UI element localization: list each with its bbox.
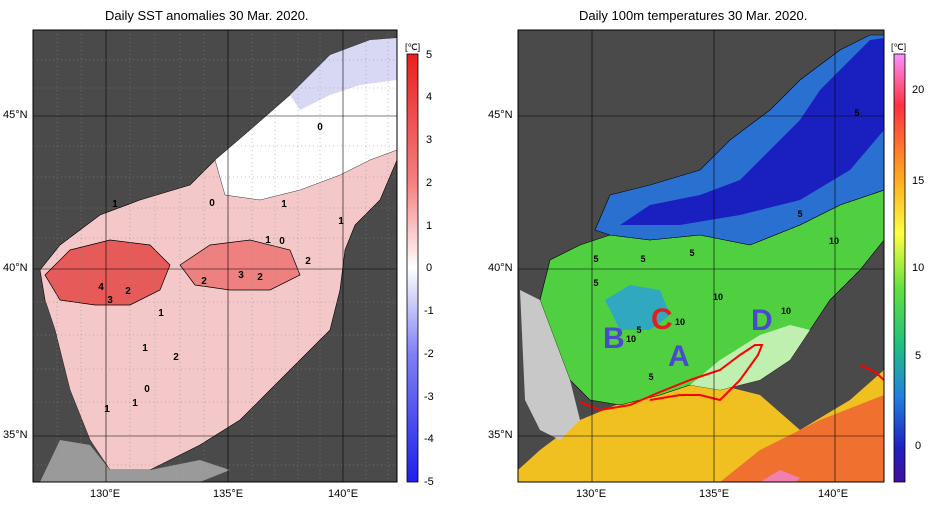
lat-label-35: 35°N [3, 429, 28, 441]
right-cb-tick: 15 [912, 175, 925, 187]
right-contour-label: 5 [648, 372, 653, 382]
right-contour-label: 10 [675, 317, 685, 327]
right-sea-south-pink [760, 470, 800, 482]
left-warm-core-west [44, 239, 171, 306]
lon-label-135: 135°E [213, 488, 244, 500]
lon-label-130: 130°E [90, 488, 121, 500]
right-contour-label: 5 [593, 254, 598, 264]
left-land-korea [33, 300, 110, 470]
left-cb-tick: 3 [426, 134, 433, 146]
kuroshio-front-line [579, 344, 764, 412]
lat-label-45-right: 45°N [488, 109, 513, 121]
left-contour-label: 1 [132, 398, 138, 409]
lat-label-40: 40°N [3, 262, 28, 274]
right-colorbar [893, 53, 906, 483]
right-sea-south-orange [720, 395, 884, 482]
right-pale-coast [520, 290, 580, 440]
right-contour-label: 10 [713, 292, 723, 302]
left-contour-label: 0 [144, 384, 150, 395]
right-contour-label: 5 [636, 325, 641, 335]
left-colorbar [406, 53, 419, 483]
right-map-frame [517, 29, 885, 483]
left-contour-label: 3 [107, 295, 113, 306]
lat-label-40-right: 40°N [488, 262, 513, 274]
right-colorbar-unit: [℃] [891, 42, 907, 52]
left-contour-label: 4 [98, 282, 104, 293]
right-contour-label: 5 [854, 108, 859, 118]
left-sea-north-blue [290, 38, 397, 110]
left-cb-tick: 0 [426, 262, 433, 274]
left-contour-label: 0 [279, 236, 285, 247]
right-cb-tick: 5 [915, 350, 922, 362]
left-contour-label: 1 [104, 404, 110, 415]
left-contour-label: 0 [317, 122, 323, 133]
kuroshio-front-line-east [859, 364, 884, 381]
region-label-a: A [668, 340, 690, 373]
right-cb-tick: 10 [912, 262, 925, 274]
right-contour-label: 10 [781, 306, 791, 316]
left-contour-label: 0 [209, 198, 215, 209]
left-panel-title: Daily SST anomalies 30 Mar. 2020. [105, 8, 309, 23]
lon-label-130-right: 130°E [576, 488, 607, 500]
left-contour-label: 2 [201, 276, 207, 287]
lat-label-35-right: 35°N [488, 429, 513, 441]
left-contour-label: 2 [257, 272, 263, 283]
right-cb-tick: 0 [915, 440, 922, 452]
region-label-d: D [751, 304, 773, 337]
lon-label-135-right: 135°E [699, 488, 730, 500]
left-cb-tick: -1 [424, 305, 434, 317]
left-contour-label: 1 [142, 343, 148, 354]
left-cb-tick: -2 [424, 348, 434, 360]
left-cb-tick: 2 [426, 177, 433, 189]
region-label-b: B [603, 322, 625, 355]
right-contour-label: 5 [593, 278, 598, 288]
left-contour-label: 2 [305, 256, 311, 267]
right-sea-teal-patch [605, 285, 670, 330]
lat-label-45: 45°N [3, 109, 28, 121]
left-land-coast-east [300, 160, 397, 482]
left-cb-tick: 5 [426, 49, 433, 61]
left-warm-core-center [179, 239, 301, 291]
right-sea-deep-blue [620, 38, 884, 225]
right-contour-label: 5 [640, 254, 645, 264]
left-map-frame [32, 29, 398, 483]
left-coastal-pale [40, 440, 230, 482]
right-contour-label: 10 [626, 334, 636, 344]
right-cb-tick: 20 [912, 84, 925, 96]
left-contour-label: 2 [125, 286, 131, 297]
right-sea-pale-green [690, 325, 810, 390]
left-contour-label: 1 [112, 199, 118, 210]
lon-label-140-right: 140°E [818, 488, 849, 500]
left-contour-label: 3 [238, 270, 244, 281]
region-label-c: C [651, 303, 673, 336]
right-contour-label: 5 [689, 248, 694, 258]
right-panel-title: Daily 100m temperatures 30 Mar. 2020. [579, 8, 808, 23]
left-contour-label: 1 [158, 308, 164, 319]
right-contour-label: 10 [829, 236, 839, 246]
left-cb-tick: -4 [424, 433, 434, 445]
left-colorbar-unit: [℃] [405, 42, 421, 52]
left-cb-tick: -3 [424, 391, 434, 403]
lon-label-140: 140°E [328, 488, 359, 500]
left-cb-tick: 4 [426, 91, 433, 103]
left-contour-label: 1 [338, 216, 344, 227]
left-contour-label: 1 [281, 199, 287, 210]
left-cb-tick: -5 [424, 476, 434, 488]
right-contour-label: 5 [797, 209, 802, 219]
left-cb-tick: 1 [426, 220, 433, 232]
left-contour-label: 2 [173, 352, 179, 363]
left-contour-label: 1 [265, 235, 271, 246]
